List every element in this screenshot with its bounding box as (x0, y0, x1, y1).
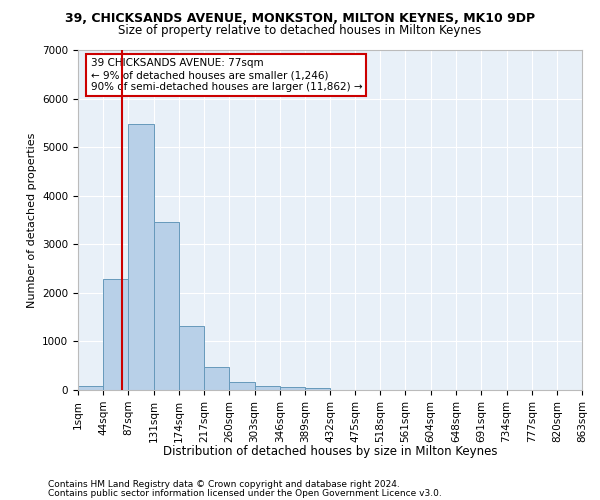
Text: Contains public sector information licensed under the Open Government Licence v3: Contains public sector information licen… (48, 489, 442, 498)
Bar (204, 367, 229, 390)
Text: Contains HM Land Registry data © Crown copyright and database right 2024.: Contains HM Land Registry data © Crown c… (48, 480, 400, 489)
Text: Size of property relative to detached houses in Milton Keynes: Size of property relative to detached ho… (118, 24, 482, 37)
Text: 39 CHICKSANDS AVENUE: 77sqm
← 9% of detached houses are smaller (1,246)
90% of s: 39 CHICKSANDS AVENUE: 77sqm ← 9% of deta… (91, 58, 362, 92)
Bar (103, 280, 128, 390)
Bar (179, 326, 204, 390)
Bar (254, 386, 280, 390)
Bar (128, 124, 154, 390)
Y-axis label: Number of detached properties: Number of detached properties (26, 132, 37, 308)
X-axis label: Distribution of detached houses by size in Milton Keynes: Distribution of detached houses by size … (163, 444, 497, 458)
Bar (305, 388, 330, 390)
Text: 39, CHICKSANDS AVENUE, MONKSTON, MILTON KEYNES, MK10 9DP: 39, CHICKSANDS AVENUE, MONKSTON, MILTON … (65, 12, 535, 24)
Bar (280, 388, 305, 390)
Bar (78, 386, 103, 390)
Bar (154, 222, 179, 390)
Bar (229, 382, 254, 390)
